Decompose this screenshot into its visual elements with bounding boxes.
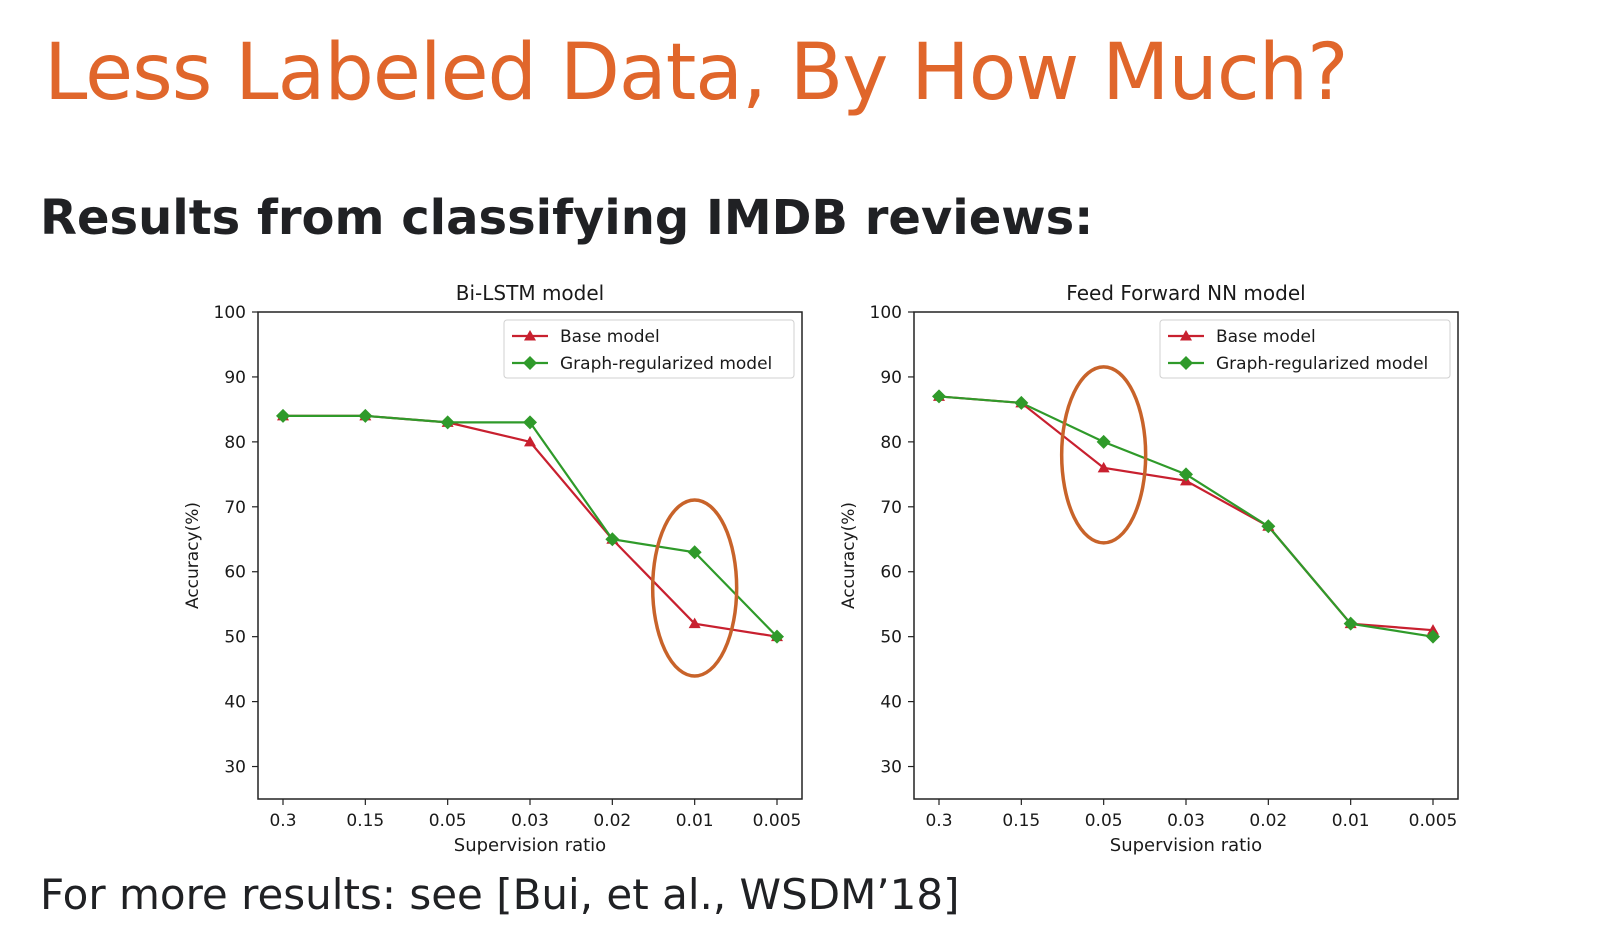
data-point-1: [1261, 519, 1276, 534]
data-point-1: [1179, 467, 1193, 482]
data-point-0: [1097, 461, 1110, 473]
x-tick-label: 0.15: [346, 811, 384, 831]
x-tick-label: 0.03: [1167, 811, 1205, 831]
y-tick-label: 40: [224, 693, 246, 713]
y-tick-label: 100: [214, 303, 246, 323]
legend-marker-1: [523, 356, 537, 370]
legend-marker-1: [1179, 356, 1193, 370]
y-tick-label: 80: [880, 433, 902, 453]
x-tick-label: 0.02: [1249, 811, 1287, 831]
legend-box: [1159, 319, 1451, 379]
chart-title: Feed Forward NN model: [1066, 281, 1305, 305]
x-tick-label: 0.03: [511, 811, 549, 831]
legend-label: Base model: [560, 327, 660, 347]
bilstm-chart: Bi-LSTM model 30 40 50 60 70 80 90 100 0.3 0.15 0.0…: [183, 281, 803, 856]
series-line-0: [283, 414, 778, 638]
series-line-1: [283, 414, 778, 638]
x-axis-label: Supervision ratio: [1110, 835, 1262, 856]
data-point-1: [770, 629, 784, 644]
x-tick-label: 0.02: [593, 811, 631, 831]
data-point-0: [524, 435, 536, 447]
highlight-ellipse: [650, 498, 739, 678]
data-point-1: [1426, 629, 1440, 644]
data-point-0: [1427, 624, 1439, 635]
legend-label: Graph-regularized model: [1216, 354, 1428, 374]
data-point-1: [276, 408, 290, 423]
data-point-1: [687, 545, 702, 560]
x-tick-label: 0.05: [429, 811, 467, 831]
y-tick-label: 50: [880, 628, 902, 648]
legend-marker-0: [1180, 330, 1192, 341]
y-tick-label: 100: [870, 303, 902, 323]
y-tick-label: 30: [224, 758, 246, 778]
x-tick-label: 0.01: [1332, 811, 1370, 831]
x-tick-label: 0.005: [1409, 811, 1458, 831]
y-tick-label: 90: [224, 368, 246, 388]
data-point-1: [440, 415, 455, 430]
slide-subtitle: Results from classifying IMDB reviews:: [40, 190, 1094, 246]
legend-marker-0: [524, 330, 536, 341]
legend-box: [503, 319, 795, 379]
data-point-1: [605, 532, 620, 547]
x-axis-label: Supervision ratio: [454, 835, 606, 856]
chart-title: Bi-LSTM model: [456, 281, 604, 305]
y-tick-label: 80: [224, 433, 246, 453]
data-point-1: [1096, 434, 1111, 449]
highlight-ellipse: [1059, 365, 1148, 545]
y-axis-label: Accuracy(%): [183, 502, 203, 609]
x-tick-label: 0.15: [1002, 811, 1040, 831]
data-point-0: [688, 617, 701, 629]
y-tick-label: 50: [224, 628, 246, 648]
slide-title: Less Labeled Data, By How Much?: [44, 28, 1349, 118]
y-tick-label: 60: [880, 563, 902, 583]
data-point-1: [932, 389, 946, 404]
legend-label: Graph-regularized model: [560, 354, 772, 374]
y-tick-label: 40: [880, 693, 902, 713]
plot-frame: [257, 311, 803, 800]
x-tick-label: 0.05: [1085, 811, 1123, 831]
y-tick-label: 70: [224, 498, 246, 518]
x-tick-label: 0.3: [269, 811, 296, 831]
data-point-1: [1343, 616, 1358, 631]
y-tick-label: 70: [880, 498, 902, 518]
series-line-1: [938, 395, 1434, 638]
y-tick-label: 90: [880, 368, 902, 388]
legend-label: Base model: [1216, 327, 1316, 347]
y-tick-label: 60: [224, 563, 246, 583]
slide-footer: For more results: see [Bui, et al., WSDM…: [40, 870, 960, 919]
plot-frame: [913, 311, 1459, 800]
x-tick-label: 0.3: [925, 811, 952, 831]
data-point-1: [358, 408, 373, 423]
feedforward-chart: Feed Forward NN model 30 40 50 60 70 80 90 100 0.…: [839, 281, 1459, 856]
y-tick-label: 30: [880, 758, 902, 778]
series-line-0: [938, 395, 1434, 632]
x-tick-label: 0.01: [676, 811, 714, 831]
y-axis-label: Accuracy(%): [839, 502, 859, 609]
data-point-1: [523, 415, 537, 430]
x-tick-label: 0.005: [753, 811, 802, 831]
